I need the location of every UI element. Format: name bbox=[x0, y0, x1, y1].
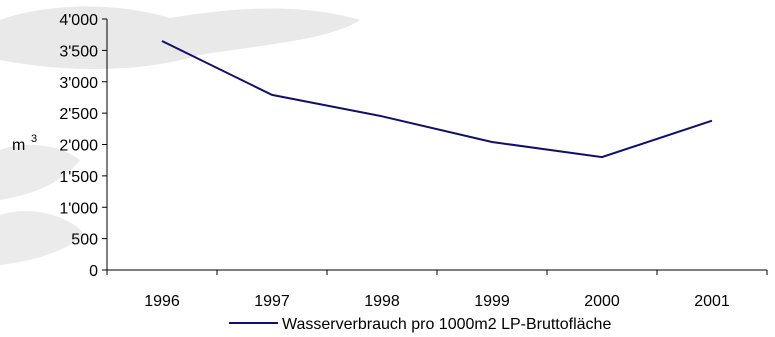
series-layer bbox=[161, 40, 713, 159]
y-axis-label-superscript: 3 bbox=[31, 133, 37, 145]
x-tick-label: 1996 bbox=[144, 293, 180, 310]
x-tick-label: 1998 bbox=[364, 293, 400, 310]
y-axis-label: m 3 bbox=[12, 133, 37, 154]
y-tick-label: 2'500 bbox=[59, 106, 98, 123]
x-tick-label: 1997 bbox=[254, 293, 290, 310]
x-tick-label: 1999 bbox=[474, 293, 510, 310]
legend-label: Wasserverbrauch pro 1000m2 LP-Bruttofläc… bbox=[282, 316, 611, 333]
y-tick-label: 2'000 bbox=[59, 138, 98, 155]
legend: Wasserverbrauch pro 1000m2 LP-Bruttofläc… bbox=[229, 316, 611, 333]
y-tick-label: 1'500 bbox=[59, 169, 98, 186]
series-line bbox=[161, 40, 713, 159]
x-tick-label: 2001 bbox=[694, 293, 730, 310]
y-axis: 0 500 1'000 1'500 2'000 2'500 3'000 3'500 4'000 bbox=[59, 12, 108, 280]
background-decoration bbox=[0, 6, 360, 265]
y-tick-label: 3'000 bbox=[59, 75, 98, 92]
y-tick-label: 0 bbox=[89, 263, 98, 280]
x-tick-label: 2000 bbox=[584, 293, 620, 310]
x-axis: 1996 1997 1998 1999 2000 2001 bbox=[106, 269, 768, 310]
y-axis-label-main: m bbox=[12, 137, 25, 154]
y-tick-label: 4'000 bbox=[59, 12, 98, 29]
y-tick-label: 500 bbox=[71, 232, 98, 249]
y-tick-label: 1'000 bbox=[59, 200, 98, 217]
y-tick-label: 3'500 bbox=[59, 43, 98, 60]
